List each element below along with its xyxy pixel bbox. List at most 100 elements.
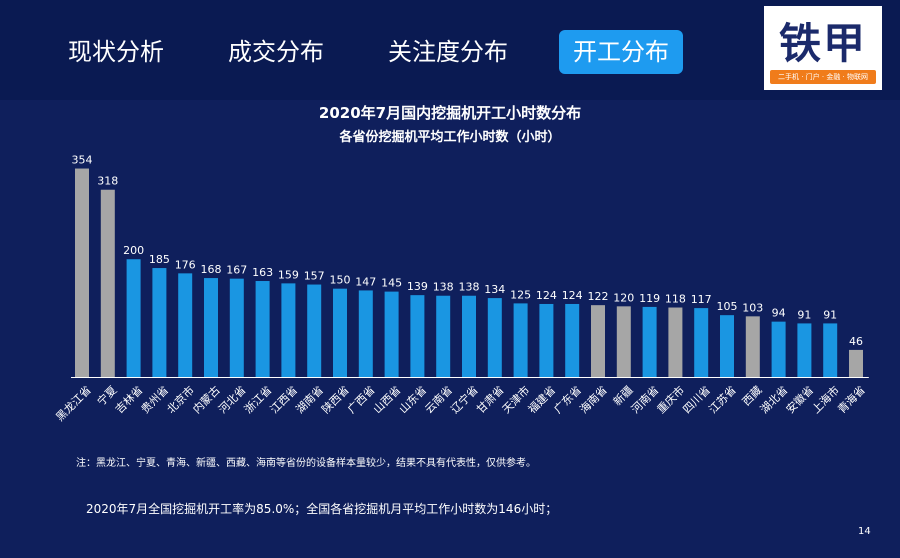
data-label-8: 159 (278, 268, 299, 281)
data-label-15: 138 (459, 281, 480, 294)
chart-subtitle: 各省份挖掘机平均工作小时数（小时） (339, 130, 561, 145)
bar-13 (410, 295, 425, 377)
category-label-11: 广西省 (345, 384, 378, 417)
data-label-19: 124 (562, 289, 583, 302)
data-label-18: 124 (536, 289, 557, 302)
data-label-9: 157 (304, 270, 325, 283)
chart-title: 2020年7月国内挖掘机开工小时数分布 (318, 104, 582, 122)
data-label-28: 91 (797, 308, 811, 321)
data-label-11: 147 (355, 275, 376, 288)
bar-14 (436, 295, 451, 377)
category-label-5: 内蒙古 (190, 383, 223, 416)
category-label-20: 海南省 (577, 383, 610, 416)
bar-29 (823, 323, 838, 377)
category-label-16: 甘肃省 (474, 384, 507, 417)
data-label-23: 118 (665, 293, 686, 306)
bar-15 (462, 295, 476, 377)
data-label-21: 120 (613, 291, 634, 304)
brand-logo: 铁甲 二手机 · 门户 · 金融 · 物联网 (764, 6, 882, 90)
bar-4 (178, 273, 193, 377)
footnote: 注：黑龙江、宁夏、青海、新疆、西藏、海南等省份的设备样本量较少，结果不具有代表性… (76, 458, 536, 469)
tab-status-analysis[interactable]: 现状分析 (68, 38, 164, 66)
data-label-16: 134 (484, 283, 505, 296)
bar-9 (307, 284, 322, 377)
bar-chart: 354黑龙江省318宁夏200吉林省185贵州省176北京市168内蒙古167河… (53, 154, 869, 424)
bar-12 (384, 291, 399, 377)
category-label-29: 上海市 (809, 383, 842, 416)
data-label-2: 200 (123, 244, 144, 257)
bar-11 (358, 290, 373, 377)
category-label-23: 重庆市 (654, 383, 687, 416)
data-label-6: 167 (226, 264, 247, 277)
category-label-3: 贵州省 (139, 384, 172, 417)
data-label-22: 119 (639, 292, 660, 305)
chart-titles: 2020年7月国内挖掘机开工小时数分布 各省份挖掘机平均工作小时数（小时） (0, 100, 900, 145)
bar-22 (642, 306, 657, 377)
data-label-4: 176 (175, 258, 196, 271)
bar-24 (694, 308, 709, 377)
bar-5 (204, 278, 218, 377)
data-label-29: 91 (823, 308, 837, 321)
category-label-8: 江西省 (268, 384, 301, 417)
data-label-10: 150 (330, 274, 351, 287)
bar-17 (513, 303, 528, 377)
data-label-1: 318 (97, 175, 118, 188)
bar-27 (771, 321, 786, 377)
bar-1 (100, 189, 115, 377)
bar-19 (565, 303, 580, 377)
data-label-17: 125 (510, 288, 531, 301)
category-label-14: 云南省 (422, 384, 455, 417)
category-label-25: 江苏省 (706, 384, 739, 417)
data-label-12: 145 (381, 277, 402, 290)
category-label-17: 天津市 (499, 383, 532, 416)
tab-attention-distribution[interactable]: 关注度分布 (388, 38, 508, 66)
bar-3 (152, 268, 167, 377)
bar-16 (487, 298, 502, 377)
tab-transaction-distribution[interactable]: 成交分布 (228, 38, 324, 66)
bar-10 (333, 288, 347, 377)
data-label-13: 139 (407, 280, 428, 293)
bar-26 (745, 316, 760, 377)
bar-18 (539, 303, 554, 377)
category-label-10: 陕西省 (319, 383, 352, 416)
category-label-7: 浙江省 (242, 384, 275, 417)
category-label-0: 黑龙江省 (53, 384, 93, 424)
bar-2 (126, 259, 141, 377)
bar-21 (616, 306, 631, 377)
category-label-9: 湖南省 (293, 384, 326, 417)
bar-8 (281, 283, 296, 377)
category-label-6: 河北省 (216, 384, 249, 417)
data-label-20: 122 (588, 290, 609, 303)
category-label-28: 安徽省 (783, 383, 816, 416)
bar-20 (591, 305, 605, 377)
data-label-27: 94 (772, 307, 786, 320)
category-label-24: 四川省 (680, 384, 713, 417)
category-label-2: 吉林省 (112, 383, 145, 416)
tab-operation-distribution[interactable]: 开工分布 (559, 30, 683, 74)
data-label-7: 163 (252, 266, 273, 279)
bar-23 (668, 307, 683, 377)
bar-28 (797, 323, 812, 377)
data-label-26: 103 (742, 301, 763, 314)
data-label-5: 168 (201, 263, 222, 276)
logo-tagline: 二手机 · 门户 · 金融 · 物联网 (770, 70, 876, 84)
summary-text: 2020年7月全国挖掘机开工率为85.0%；全国各省挖掘机月平均工作小时数为14… (86, 502, 558, 516)
top-banner: 现状分析 成交分布 关注度分布 开工分布 铁甲 二手机 · 门户 · 金融 · … (0, 0, 900, 100)
category-label-27: 湖北省 (758, 384, 791, 417)
data-label-25: 105 (717, 300, 738, 313)
bar-0 (75, 168, 89, 377)
bar-25 (720, 315, 734, 377)
data-label-0: 354 (72, 154, 93, 167)
category-label-12: 山西省 (371, 384, 404, 417)
category-label-22: 河南省 (629, 384, 662, 417)
category-label-19: 广东省 (551, 384, 584, 417)
data-label-3: 185 (149, 253, 170, 266)
bar-6 (229, 278, 244, 377)
page-number: 14 (858, 526, 871, 537)
bar-30 (849, 349, 863, 377)
data-label-14: 138 (433, 281, 454, 294)
category-label-18: 福建省 (525, 383, 558, 416)
logo-text: 铁甲 (778, 19, 867, 68)
category-label-4: 北京市 (164, 383, 197, 416)
category-label-15: 辽宁省 (448, 383, 481, 416)
